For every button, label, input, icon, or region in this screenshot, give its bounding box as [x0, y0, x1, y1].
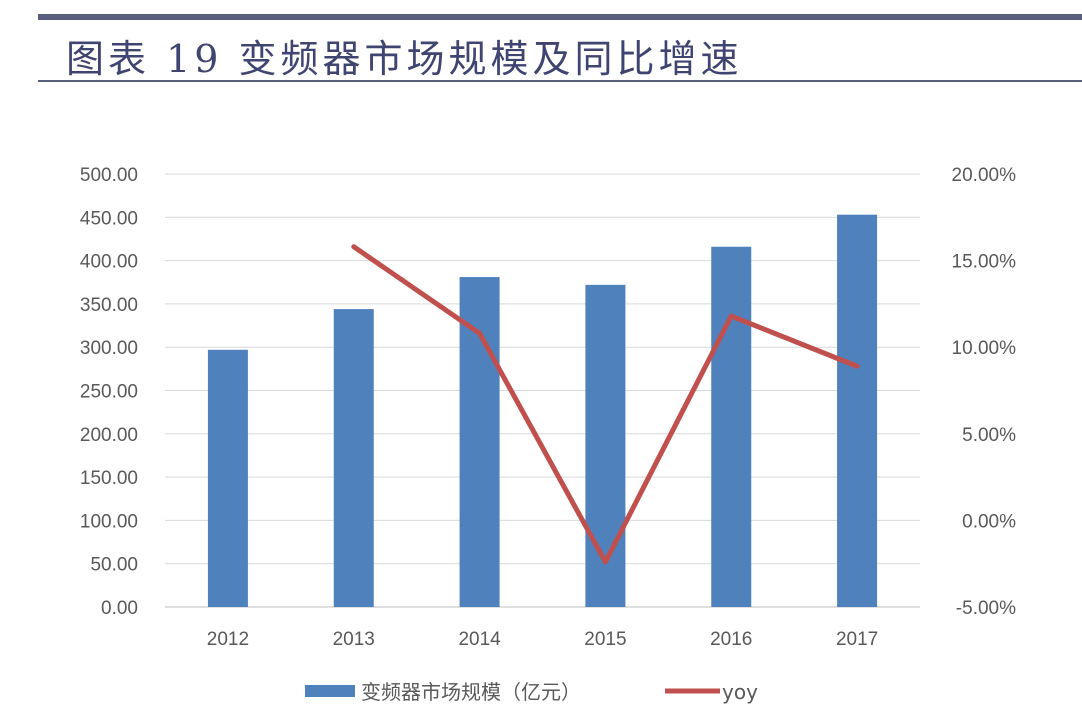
- left-axis-tick: 400.00: [80, 252, 138, 273]
- bar-2017: [837, 214, 878, 607]
- legend-bar-swatch: [305, 685, 355, 697]
- left-axis-tick: 100.00: [80, 511, 138, 532]
- right-axis-tick: 0.00%: [962, 511, 1016, 532]
- page-title: 图表 19 变频器市场规模及同比增速: [66, 37, 743, 81]
- left-axis-tick: 450.00: [80, 208, 138, 229]
- left-axis-tick: 200.00: [80, 425, 138, 446]
- bar-2012: [207, 349, 248, 607]
- x-axis-tick: 2013: [333, 629, 375, 650]
- left-axis-tick: 250.00: [80, 382, 138, 403]
- right-axis-tick: 15.00%: [952, 252, 1017, 273]
- left-axis-tick: 50.00: [90, 555, 138, 576]
- legend-line-label: yoy: [722, 680, 758, 704]
- right-axis-tick: -5.00%: [956, 598, 1016, 619]
- right-axis-tick: 5.00%: [962, 425, 1016, 446]
- bar-2013: [333, 309, 374, 607]
- right-axis-tick: 20.00%: [952, 165, 1017, 186]
- legend-bar-label: 变频器市场规模（亿元）: [361, 680, 581, 704]
- x-axis-tick: 2015: [584, 629, 626, 650]
- x-axis-tick: 2017: [836, 629, 878, 650]
- left-axis-tick: 0.00: [101, 598, 138, 619]
- title-top-rule: [38, 14, 1082, 20]
- x-axis-tick: 2014: [458, 629, 501, 650]
- left-axis-tick: 150.00: [80, 468, 138, 489]
- bar-2015: [585, 284, 626, 607]
- left-axis-tick: 300.00: [80, 338, 138, 359]
- right-axis-tick: 10.00%: [952, 338, 1017, 359]
- left-axis-tick: 350.00: [80, 295, 138, 316]
- x-axis-tick: 2016: [710, 629, 752, 650]
- x-axis-tick: 2012: [207, 629, 249, 650]
- left-axis-tick: 500.00: [80, 165, 138, 186]
- title-bottom-rule: [38, 80, 1082, 82]
- bar-2016: [711, 246, 752, 607]
